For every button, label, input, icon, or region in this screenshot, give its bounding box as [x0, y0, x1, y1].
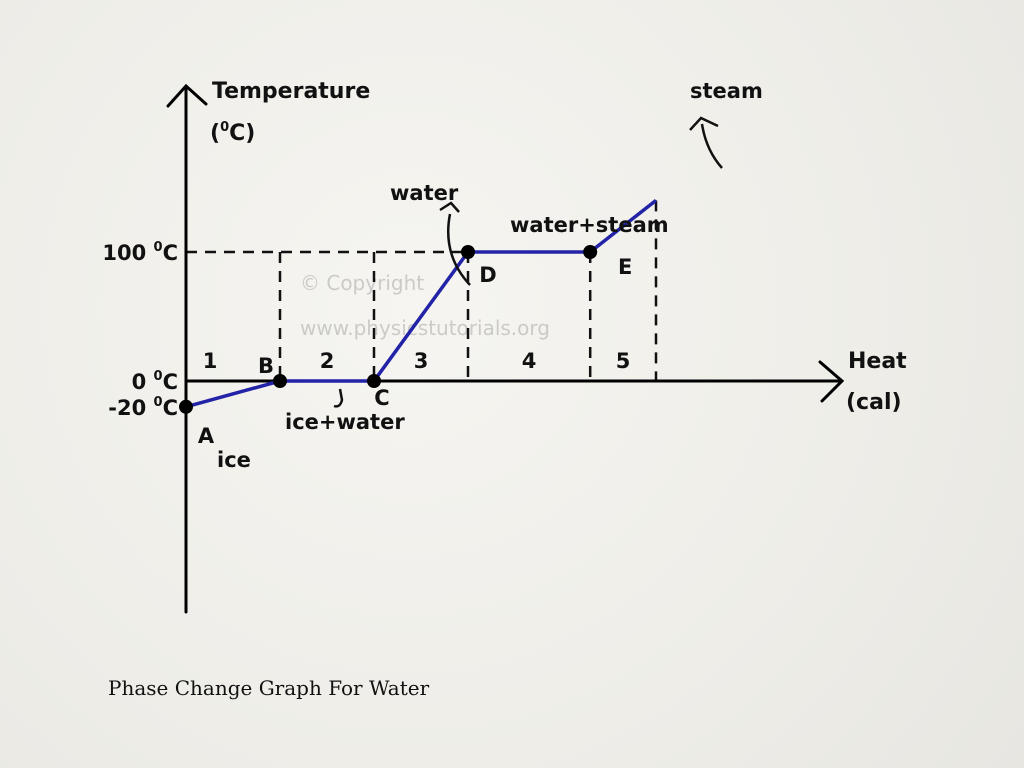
dashed-guides	[186, 200, 658, 381]
x-axis-title: Heat	[848, 349, 907, 374]
region-label-3: 3	[414, 349, 429, 373]
steam-pointer	[700, 123, 723, 169]
data-point-A	[179, 399, 193, 414]
region-label-2: 2	[320, 349, 335, 373]
point-label-B: B	[258, 354, 274, 378]
data-point-C	[367, 374, 381, 388]
ice-water-pointer	[333, 388, 344, 408]
y-axis-unit: (0C)	[210, 120, 255, 146]
slide-caption: Phase Change Graph For Water	[108, 676, 430, 700]
region-label-4: 4	[522, 349, 537, 373]
y-axis-arrow-icon	[166, 83, 208, 108]
phase-label-water: water	[390, 181, 459, 205]
data-point-E	[583, 245, 598, 259]
y-tick-label-0: 100 0C	[102, 240, 178, 265]
y-axis	[166, 83, 208, 614]
y-tick-label-2: -20 0C	[108, 395, 178, 420]
watermark-line-1: © Copyright	[300, 271, 424, 295]
region-label-1: 1	[203, 349, 218, 373]
region-label-5: 5	[616, 349, 631, 373]
heating-curve-line	[185, 199, 658, 409]
point-label-A: A	[198, 424, 215, 448]
phase-label-steam: steam	[690, 79, 763, 103]
data-point-B	[273, 374, 287, 388]
water-pointer-arrow-icon	[439, 201, 460, 213]
phase-label-ice-water: ice+water	[285, 410, 405, 434]
point-label-E: E	[618, 255, 632, 279]
phase-label-ice: ice	[217, 448, 251, 472]
x-axis-unit: (cal)	[846, 390, 902, 415]
y-axis-title: Temperature	[212, 79, 370, 104]
phase-label-water-steam: water+steam	[510, 213, 669, 237]
watermark-line-2: www.physicstutorials.org	[300, 316, 550, 340]
x-axis-arrow-icon	[818, 360, 845, 403]
point-label-C: C	[374, 386, 389, 410]
data-point-D	[461, 245, 475, 259]
steam-pointer-arrow-icon	[689, 116, 719, 131]
y-tick-label-1: 0 0C	[132, 369, 178, 394]
water-pointer	[446, 213, 471, 286]
point-label-D: D	[479, 263, 496, 287]
